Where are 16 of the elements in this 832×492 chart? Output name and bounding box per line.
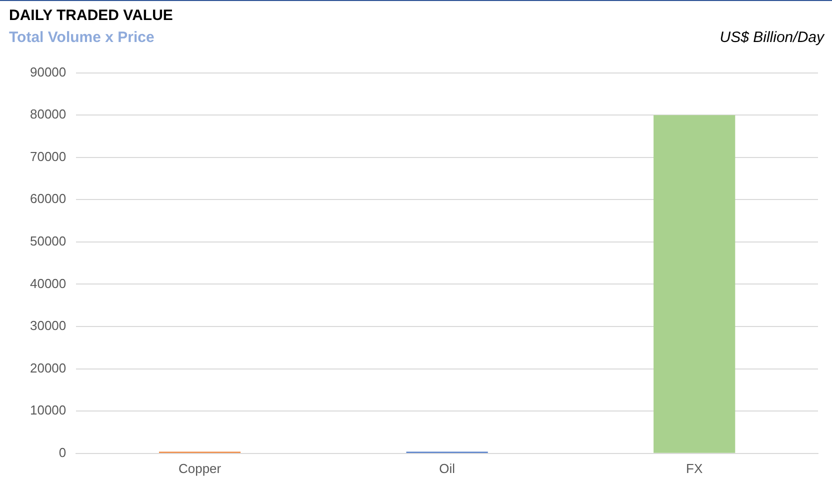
y-tick-label: 80000 xyxy=(30,106,66,122)
text: US$ Billion/Day xyxy=(720,29,824,46)
x-tick-label: Oil xyxy=(439,460,456,476)
y-tick-label: 30000 xyxy=(30,318,66,334)
y-tick-label: 0 xyxy=(58,444,66,460)
y-tick-label: 50000 xyxy=(30,234,66,249)
y-tick-label: 10000 xyxy=(30,402,66,418)
x-tick-label: FX xyxy=(686,460,703,476)
y-tick-label: 20000 xyxy=(30,360,66,376)
chart-subtitle: Total Volume x Price xyxy=(9,29,154,46)
y-tick-label: 70000 xyxy=(30,148,66,164)
y-tick-label: 40000 xyxy=(30,276,66,291)
x-tick-label: Copper xyxy=(178,460,222,476)
chart-title: DAILY TRADED VALUE xyxy=(9,7,173,24)
y-tick-label: 90000 xyxy=(30,64,66,80)
y-tick-label: 60000 xyxy=(30,191,66,206)
